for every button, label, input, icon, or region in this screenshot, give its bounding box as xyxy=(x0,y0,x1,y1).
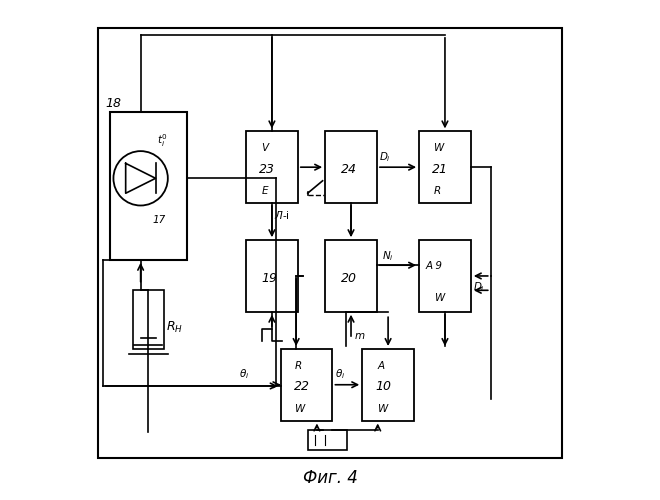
Text: 24: 24 xyxy=(341,163,356,176)
Text: 21: 21 xyxy=(432,163,448,176)
FancyBboxPatch shape xyxy=(133,290,164,349)
Text: 19: 19 xyxy=(261,272,277,284)
Text: $t_i^0$: $t_i^0$ xyxy=(158,132,168,149)
Text: $N_i$: $N_i$ xyxy=(382,250,393,263)
FancyBboxPatch shape xyxy=(98,28,562,458)
Text: m: m xyxy=(355,331,365,341)
FancyBboxPatch shape xyxy=(419,240,471,312)
FancyBboxPatch shape xyxy=(419,132,471,203)
Text: W: W xyxy=(434,144,444,154)
Text: R: R xyxy=(434,186,441,196)
FancyBboxPatch shape xyxy=(325,132,377,203)
Text: 18: 18 xyxy=(105,96,121,110)
Text: 17: 17 xyxy=(152,215,166,225)
Text: 10: 10 xyxy=(375,380,391,394)
Text: Фиг. 4: Фиг. 4 xyxy=(302,470,358,488)
Text: R: R xyxy=(295,361,302,371)
Text: 22: 22 xyxy=(294,380,310,394)
Text: $D_i$: $D_i$ xyxy=(473,280,485,294)
Text: $D_i$: $D_i$ xyxy=(379,150,391,164)
Text: $\theta_i$: $\theta_i$ xyxy=(335,368,345,381)
FancyBboxPatch shape xyxy=(308,430,347,450)
Text: 20: 20 xyxy=(341,272,356,284)
FancyBboxPatch shape xyxy=(246,132,298,203)
Text: $R_H$: $R_H$ xyxy=(166,320,183,335)
FancyBboxPatch shape xyxy=(246,240,298,312)
Text: W: W xyxy=(378,404,388,414)
Text: A 9: A 9 xyxy=(425,261,442,271)
FancyBboxPatch shape xyxy=(325,240,377,312)
Text: 23: 23 xyxy=(259,163,275,176)
Text: E: E xyxy=(261,186,268,196)
Text: W: W xyxy=(295,404,306,414)
FancyBboxPatch shape xyxy=(110,112,187,260)
Text: V: V xyxy=(261,144,269,154)
FancyBboxPatch shape xyxy=(280,349,333,420)
Text: A: A xyxy=(378,361,385,371)
FancyBboxPatch shape xyxy=(362,349,414,420)
Text: $\theta_i$: $\theta_i$ xyxy=(238,368,249,381)
Text: $\mathit{Л}$-i: $\mathit{Л}$-i xyxy=(275,209,290,221)
Text: W: W xyxy=(434,293,445,303)
